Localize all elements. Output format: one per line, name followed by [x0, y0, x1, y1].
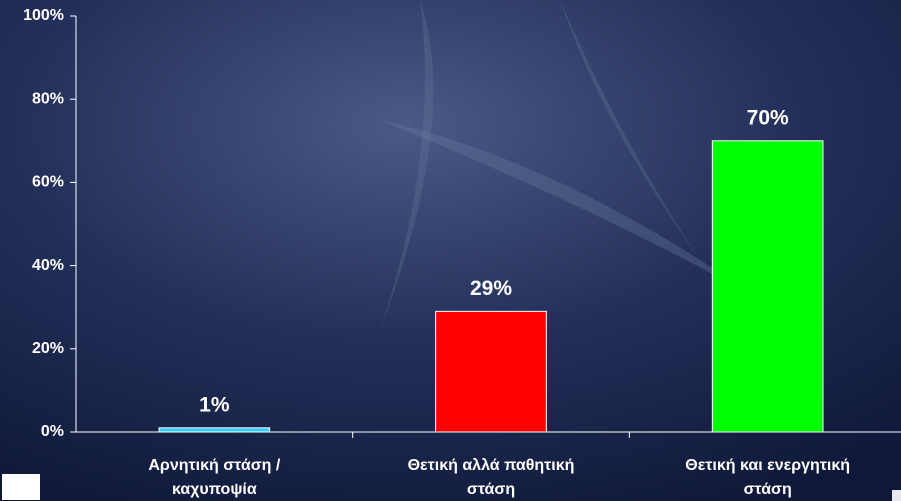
y-tick-label: 0% — [41, 423, 64, 440]
x-tick-label: Αρνητική στάση / — [148, 457, 280, 474]
bar — [435, 310, 547, 433]
value-label: 29% — [470, 277, 512, 300]
logo — [2, 474, 40, 500]
x-tick-label: στάση — [467, 481, 515, 498]
y-tick-label: 80% — [32, 90, 64, 107]
value-label: 1% — [199, 393, 230, 416]
value-label: 70% — [747, 106, 789, 129]
y-tick-label: 100% — [23, 7, 64, 24]
x-tick-label: στάση — [744, 481, 792, 498]
corner-icon — [892, 490, 901, 501]
y-tick-label: 60% — [32, 174, 64, 191]
x-tick-label: Θετική αλλά παθητική — [408, 457, 575, 474]
bar — [711, 140, 824, 433]
x-tick-label: Θετική και ενεργητική — [685, 457, 850, 474]
x-tick-label: καχυποψία — [172, 481, 257, 498]
y-tick-label: 20% — [32, 340, 64, 357]
y-tick-label: 40% — [32, 257, 64, 274]
background-leaf — [380, 0, 434, 330]
bar — [158, 427, 271, 433]
